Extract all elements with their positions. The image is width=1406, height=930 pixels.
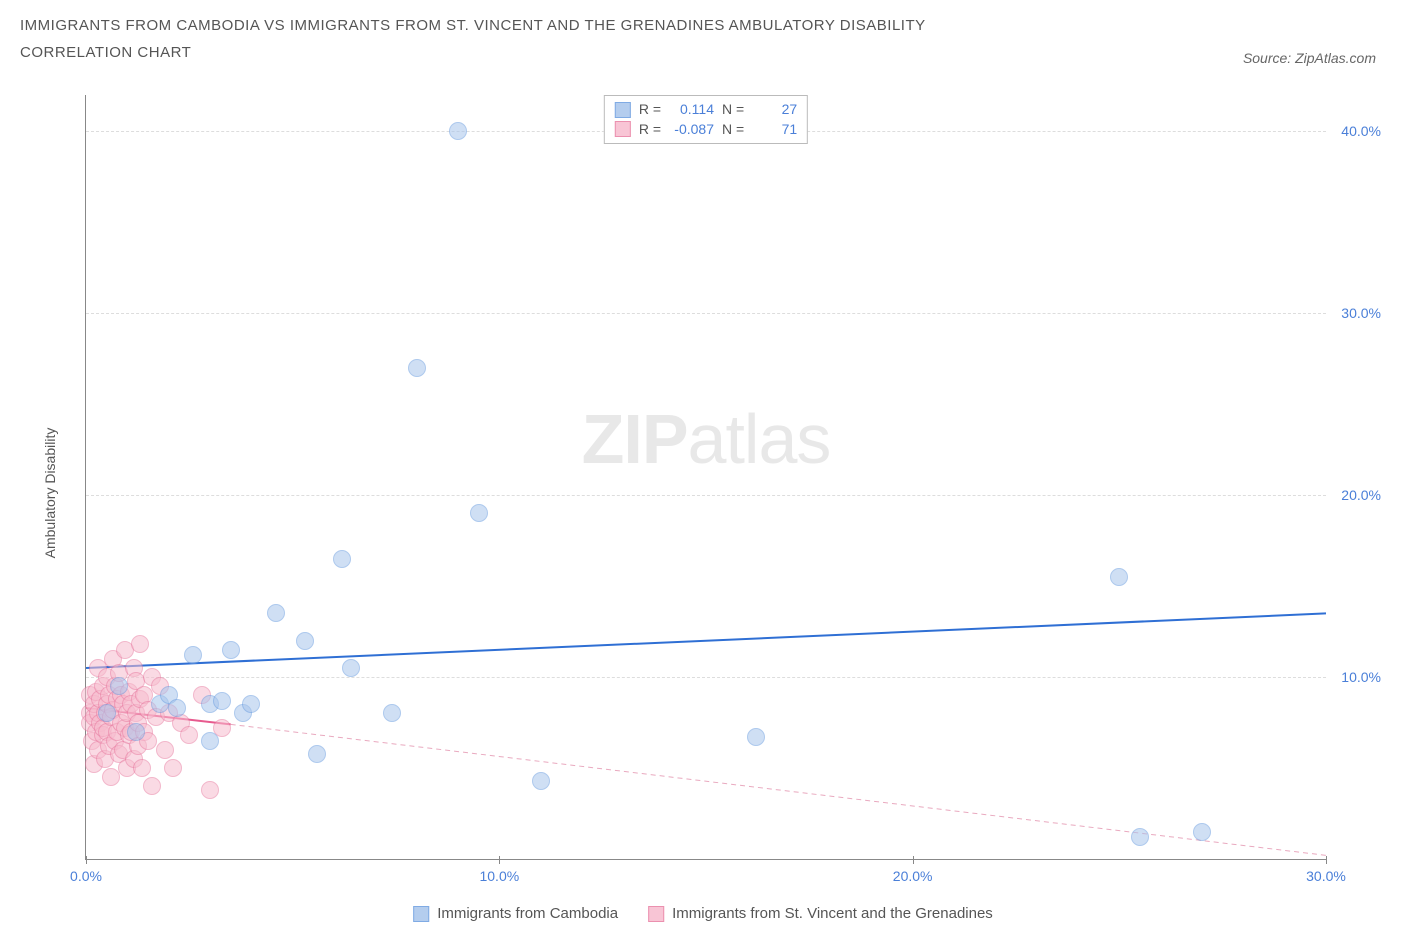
legend-label-cambodia: Immigrants from Cambodia (437, 905, 618, 922)
scatter-point-stvincent (133, 759, 151, 777)
r-value-stvincent: -0.087 (669, 120, 714, 140)
x-tick-label: 20.0% (893, 868, 933, 884)
scatter-point-cambodia (408, 359, 426, 377)
stats-legend: R = 0.114 N = 27 R = -0.087 N = 71 (604, 95, 808, 144)
gridline (86, 677, 1326, 678)
scatter-point-cambodia (747, 728, 765, 746)
scatter-point-cambodia (168, 699, 186, 717)
scatter-point-cambodia (449, 122, 467, 140)
scatter-point-cambodia (532, 772, 550, 790)
scatter-point-cambodia (184, 646, 202, 664)
scatter-point-stvincent (156, 741, 174, 759)
scatter-point-stvincent (131, 635, 149, 653)
stats-row-stvincent: R = -0.087 N = 71 (615, 120, 797, 140)
source-name: ZipAtlas.com (1295, 50, 1376, 66)
gridline (86, 313, 1326, 314)
y-tick-label: 40.0% (1341, 123, 1381, 139)
chart-title-line2: CORRELATION CHART (20, 44, 191, 61)
scatter-point-stvincent (102, 768, 120, 786)
swatch-cambodia-bottom (413, 906, 429, 922)
x-tick (499, 856, 500, 864)
scatter-point-cambodia (267, 604, 285, 622)
scatter-point-cambodia (383, 704, 401, 722)
y-tick-label: 10.0% (1341, 669, 1381, 685)
scatter-point-stvincent (201, 781, 219, 799)
scatter-point-cambodia (1131, 828, 1149, 846)
scatter-point-cambodia (110, 677, 128, 695)
scatter-point-stvincent (164, 759, 182, 777)
x-tick-label: 30.0% (1306, 868, 1346, 884)
plot-area: ZIPatlas R = 0.114 N = 27 R = -0.087 N =… (85, 95, 1326, 860)
r-label: R = (639, 100, 661, 120)
source-prefix: Source: (1243, 50, 1295, 66)
scatter-point-cambodia (222, 641, 240, 659)
bottom-legend: Immigrants from Cambodia Immigrants from… (413, 905, 993, 922)
x-tick (86, 856, 87, 864)
y-tick-label: 30.0% (1341, 305, 1381, 321)
watermark-light: atlas (688, 400, 831, 478)
n-value-cambodia: 27 (752, 100, 797, 120)
scatter-point-cambodia (127, 723, 145, 741)
stats-row-cambodia: R = 0.114 N = 27 (615, 100, 797, 120)
swatch-cambodia (615, 102, 631, 118)
scatter-point-cambodia (470, 504, 488, 522)
x-tick (1326, 856, 1327, 864)
scatter-point-cambodia (308, 745, 326, 763)
scatter-point-cambodia (333, 550, 351, 568)
scatter-point-cambodia (242, 695, 260, 713)
scatter-point-cambodia (1193, 823, 1211, 841)
scatter-point-cambodia (1110, 568, 1128, 586)
scatter-point-cambodia (201, 732, 219, 750)
n-label: N = (722, 100, 744, 120)
swatch-stvincent (615, 121, 631, 137)
scatter-point-cambodia (213, 692, 231, 710)
watermark-bold: ZIP (582, 400, 688, 478)
trend-svg (86, 95, 1326, 859)
x-tick-label: 0.0% (70, 868, 102, 884)
chart-title-line1: IMMIGRANTS FROM CAMBODIA VS IMMIGRANTS F… (20, 17, 926, 34)
scatter-point-stvincent (143, 777, 161, 795)
legend-item-stvincent: Immigrants from St. Vincent and the Gren… (648, 905, 993, 922)
legend-label-stvincent: Immigrants from St. Vincent and the Gren… (672, 905, 993, 922)
swatch-stvincent-bottom (648, 906, 664, 922)
y-axis-label: Ambulatory Disability (42, 427, 58, 558)
scatter-point-stvincent (180, 726, 198, 744)
watermark: ZIPatlas (582, 399, 831, 479)
scatter-point-cambodia (296, 632, 314, 650)
gridline (86, 495, 1326, 496)
scatter-point-cambodia (98, 704, 116, 722)
trend-line-stvincent (231, 724, 1326, 855)
legend-item-cambodia: Immigrants from Cambodia (413, 905, 618, 922)
y-tick-label: 20.0% (1341, 487, 1381, 503)
n-label: N = (722, 120, 744, 140)
scatter-point-cambodia (342, 659, 360, 677)
source-attribution: Source: ZipAtlas.com (1243, 50, 1376, 66)
n-value-stvincent: 71 (752, 120, 797, 140)
x-tick (913, 856, 914, 864)
chart-container: Ambulatory Disability ZIPatlas R = 0.114… (55, 95, 1386, 890)
x-tick-label: 10.0% (479, 868, 519, 884)
r-label: R = (639, 120, 661, 140)
r-value-cambodia: 0.114 (669, 100, 714, 120)
